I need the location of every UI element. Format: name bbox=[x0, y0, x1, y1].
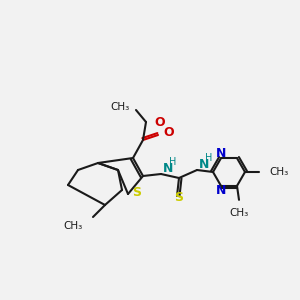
Text: CH₃: CH₃ bbox=[269, 167, 288, 177]
Text: CH₃: CH₃ bbox=[230, 208, 249, 218]
Text: N: N bbox=[216, 147, 226, 160]
Text: CH₃: CH₃ bbox=[111, 102, 130, 112]
Text: H: H bbox=[169, 157, 176, 167]
Text: N: N bbox=[163, 161, 173, 175]
Text: S: S bbox=[132, 185, 141, 199]
Text: O: O bbox=[163, 125, 174, 139]
Text: H: H bbox=[205, 153, 212, 163]
Text: O: O bbox=[154, 116, 165, 128]
Text: N: N bbox=[199, 158, 209, 170]
Text: N: N bbox=[216, 184, 226, 197]
Text: S: S bbox=[175, 191, 184, 204]
Text: CH₃: CH₃ bbox=[64, 221, 83, 231]
